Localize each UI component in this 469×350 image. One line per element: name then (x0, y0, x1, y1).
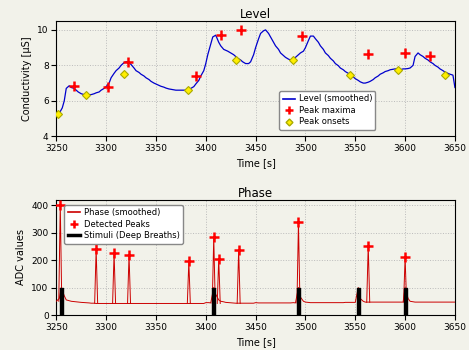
Title: Level: Level (240, 8, 271, 21)
Title: Phase: Phase (238, 187, 273, 200)
Legend: Phase (smoothed), Detected Peaks, Stimuli (Deep Breaths): Phase (smoothed), Detected Peaks, Stimul… (64, 205, 183, 244)
Y-axis label: ADC values: ADC values (16, 229, 26, 285)
X-axis label: Time [s]: Time [s] (235, 159, 276, 168)
Y-axis label: Conductivity [µS]: Conductivity [µS] (22, 36, 31, 121)
Legend: Level (smoothed), Peak maxima, Peak onsets: Level (smoothed), Peak maxima, Peak onse… (280, 91, 375, 130)
X-axis label: Time [s]: Time [s] (235, 337, 276, 347)
